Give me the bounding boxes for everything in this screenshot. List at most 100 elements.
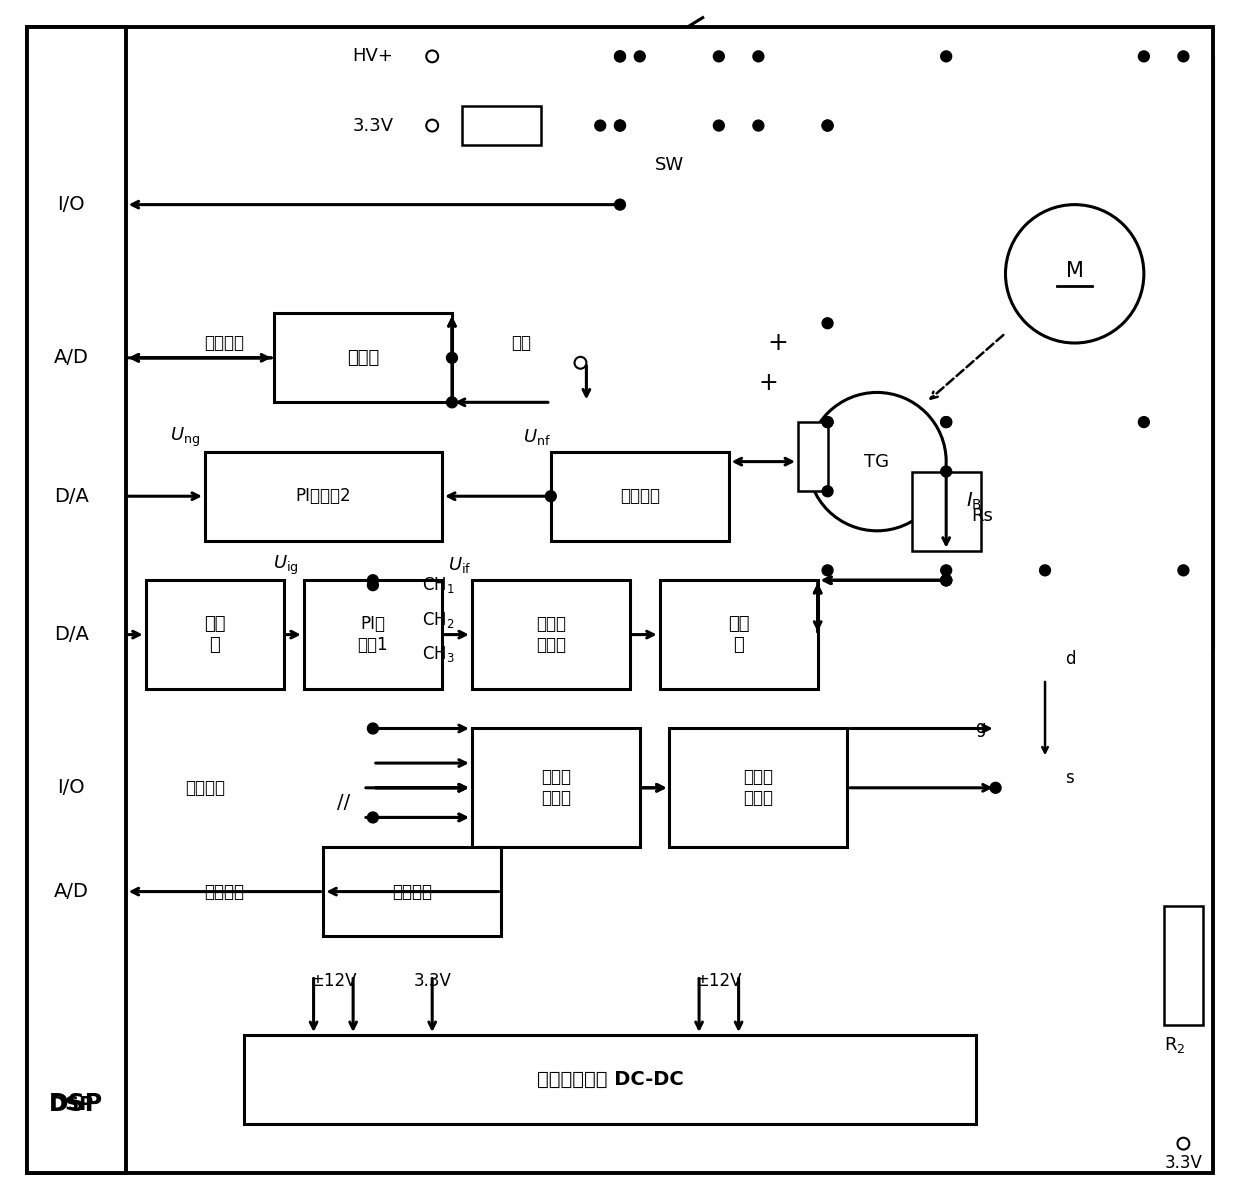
Text: I/O: I/O	[57, 196, 86, 214]
Bar	[1163, 906, 1203, 1025]
Circle shape	[574, 356, 587, 368]
Text: 加法器: 加法器	[347, 349, 379, 367]
Circle shape	[446, 353, 458, 364]
Text: CH$_2$: CH$_2$	[423, 610, 455, 630]
Circle shape	[427, 50, 438, 62]
Text: +: +	[768, 331, 789, 355]
Circle shape	[822, 565, 833, 576]
Circle shape	[1138, 50, 1149, 62]
Text: 控制电路电源 DC-DC: 控制电路电源 DC-DC	[537, 1070, 683, 1088]
Bar	[27, 26, 125, 1174]
Text: D/A: D/A	[55, 487, 89, 505]
Circle shape	[595, 120, 605, 131]
Text: 通道选择: 通道选择	[185, 779, 224, 797]
Text: 线性光
隔放大: 线性光 隔放大	[743, 768, 774, 808]
Bar	[670, 728, 847, 847]
Circle shape	[753, 120, 764, 131]
Text: 3.3V: 3.3V	[352, 116, 393, 134]
Circle shape	[941, 575, 951, 586]
Bar	[324, 847, 501, 936]
Bar	[145, 581, 284, 689]
Circle shape	[615, 120, 625, 131]
Text: 线性光
隔放大: 线性光 隔放大	[536, 616, 565, 654]
Circle shape	[991, 782, 1001, 793]
Text: $U_{\rm ig}$: $U_{\rm ig}$	[273, 554, 299, 577]
Bar	[471, 581, 630, 689]
Circle shape	[941, 575, 951, 586]
Text: 低通滤波: 低通滤波	[392, 882, 433, 900]
Text: 反相
器: 反相 器	[205, 616, 226, 654]
Text: D/A: D/A	[55, 625, 89, 644]
Bar	[205, 451, 443, 541]
Circle shape	[822, 416, 833, 427]
Circle shape	[713, 50, 724, 62]
Bar	[911, 472, 981, 551]
Circle shape	[822, 120, 833, 131]
Text: PI调
节器1: PI调 节器1	[357, 616, 388, 654]
Circle shape	[1178, 1138, 1189, 1150]
Text: M: M	[1065, 260, 1084, 281]
Circle shape	[615, 199, 625, 210]
Text: ±12V: ±12V	[310, 972, 357, 990]
Text: CH$_3$: CH$_3$	[423, 644, 455, 665]
Circle shape	[446, 397, 458, 408]
Bar	[471, 728, 640, 847]
Text: SW: SW	[655, 156, 684, 174]
Text: 速度检测: 速度检测	[205, 334, 244, 352]
Text: DSP: DSP	[50, 1094, 93, 1114]
Text: 3.3V: 3.3V	[1164, 1154, 1203, 1172]
Circle shape	[941, 466, 951, 476]
Text: A/D: A/D	[55, 882, 89, 901]
Bar	[797, 422, 827, 491]
Circle shape	[753, 50, 764, 62]
Text: Rs: Rs	[971, 506, 993, 524]
Text: g: g	[975, 720, 986, 738]
Circle shape	[941, 565, 951, 576]
Circle shape	[822, 318, 833, 329]
Bar	[244, 1034, 976, 1124]
Text: I/O: I/O	[57, 779, 86, 797]
Circle shape	[615, 120, 625, 131]
Text: ±12V: ±12V	[696, 972, 742, 990]
Circle shape	[367, 580, 378, 590]
Text: CH$_1$: CH$_1$	[423, 575, 455, 595]
Bar	[551, 451, 729, 541]
Circle shape	[367, 812, 378, 823]
Text: $U_{\rm ng}$: $U_{\rm ng}$	[170, 425, 200, 449]
Circle shape	[635, 50, 645, 62]
Circle shape	[807, 392, 946, 530]
Circle shape	[615, 50, 625, 62]
Circle shape	[941, 416, 951, 427]
Circle shape	[546, 491, 557, 502]
Circle shape	[1178, 565, 1189, 576]
Circle shape	[427, 120, 438, 132]
Bar	[660, 581, 817, 689]
Circle shape	[822, 120, 833, 131]
Circle shape	[941, 575, 951, 586]
Text: 过温检测: 过温检测	[205, 882, 244, 900]
Circle shape	[941, 50, 951, 62]
Text: TG: TG	[864, 452, 889, 470]
Text: $U_{\rm if}$: $U_{\rm if}$	[449, 556, 471, 576]
Bar	[274, 313, 451, 402]
Text: 3.3V: 3.3V	[413, 972, 451, 990]
Text: R$_2$: R$_2$	[1163, 1034, 1185, 1055]
Text: d: d	[1065, 650, 1075, 668]
Text: 偏压: 偏压	[511, 334, 531, 352]
Text: $I_{\rm B}$: $I_{\rm B}$	[966, 491, 982, 512]
Text: 反相
器: 反相 器	[728, 616, 749, 654]
Circle shape	[1138, 416, 1149, 427]
Circle shape	[941, 416, 951, 427]
Circle shape	[822, 486, 833, 497]
Text: 低通滤波: 低通滤波	[620, 487, 660, 505]
Circle shape	[1039, 565, 1050, 576]
Circle shape	[941, 575, 951, 586]
Text: //: //	[336, 793, 350, 812]
Text: 模拟多
路开关: 模拟多 路开关	[541, 768, 570, 808]
Text: $U_{\rm nf}$: $U_{\rm nf}$	[523, 427, 551, 446]
Bar	[461, 106, 541, 145]
Circle shape	[1006, 205, 1143, 343]
Circle shape	[822, 416, 833, 427]
Bar	[304, 581, 443, 689]
Circle shape	[713, 120, 724, 131]
